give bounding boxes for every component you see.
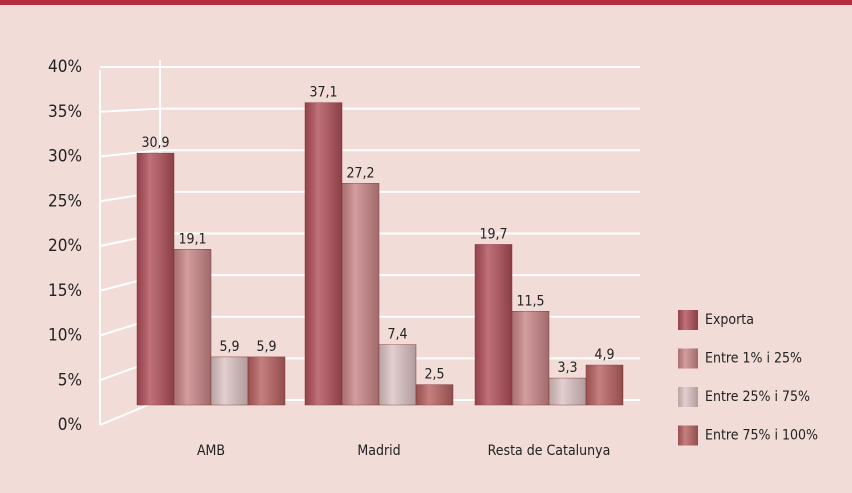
bar-shade	[586, 365, 623, 405]
data-label: 7,4	[387, 327, 407, 343]
bar-shade	[512, 311, 549, 405]
legend-label: Entre 1% i 25%	[705, 351, 802, 367]
top-band	[0, 0, 852, 5]
legend-swatch-shade	[678, 310, 698, 330]
data-label: 27,2	[346, 165, 374, 181]
data-label: 2,5	[424, 367, 444, 383]
bar-shade	[342, 183, 379, 405]
data-label: 4,9	[594, 347, 614, 363]
grid-line	[99, 107, 640, 113]
bar-shade	[475, 244, 512, 405]
legend-swatch-shade	[678, 425, 698, 446]
bar-shade	[137, 153, 174, 405]
y-tick-label: 40%	[48, 57, 82, 77]
data-label: 5,9	[219, 339, 239, 355]
legend-label: Entre 25% i 75%	[705, 389, 810, 405]
y-tick-label: 20%	[48, 236, 82, 256]
y-tick-label: 5%	[58, 370, 82, 390]
grid-line	[99, 149, 640, 158]
y-tick-label: 15%	[48, 281, 82, 301]
data-label: 30,9	[141, 135, 169, 151]
y-tick-label: 10%	[48, 326, 82, 346]
bar-shade	[379, 344, 416, 405]
y-tick-label: 30%	[48, 147, 82, 167]
bar-shade	[305, 102, 342, 405]
y-tick-label: 35%	[48, 102, 82, 122]
x-tick-label: AMB	[197, 443, 225, 459]
x-tick-label: Madrid	[357, 443, 400, 459]
bar-shade	[211, 356, 248, 405]
data-label: 19,7	[479, 226, 507, 242]
bar-shade	[549, 378, 586, 405]
bar-shade	[174, 249, 211, 405]
bar-shade	[248, 356, 285, 405]
legend-swatch-shade	[678, 348, 698, 369]
bar-shade	[416, 384, 453, 405]
legend-swatch-shade	[678, 387, 698, 407]
x-tick-label: Resta de Catalunya	[488, 443, 611, 459]
data-label: 37,1	[309, 85, 337, 101]
data-label: 11,5	[516, 293, 544, 309]
legend-label: Entre 75% i 100%	[705, 428, 818, 444]
y-tick-label: 25%	[48, 191, 82, 211]
legend-label: Exporta	[705, 312, 754, 328]
data-label: 5,9	[256, 339, 276, 355]
data-label: 19,1	[178, 231, 206, 247]
data-label: 3,3	[557, 360, 577, 376]
y-tick-label: 0%	[58, 415, 82, 435]
